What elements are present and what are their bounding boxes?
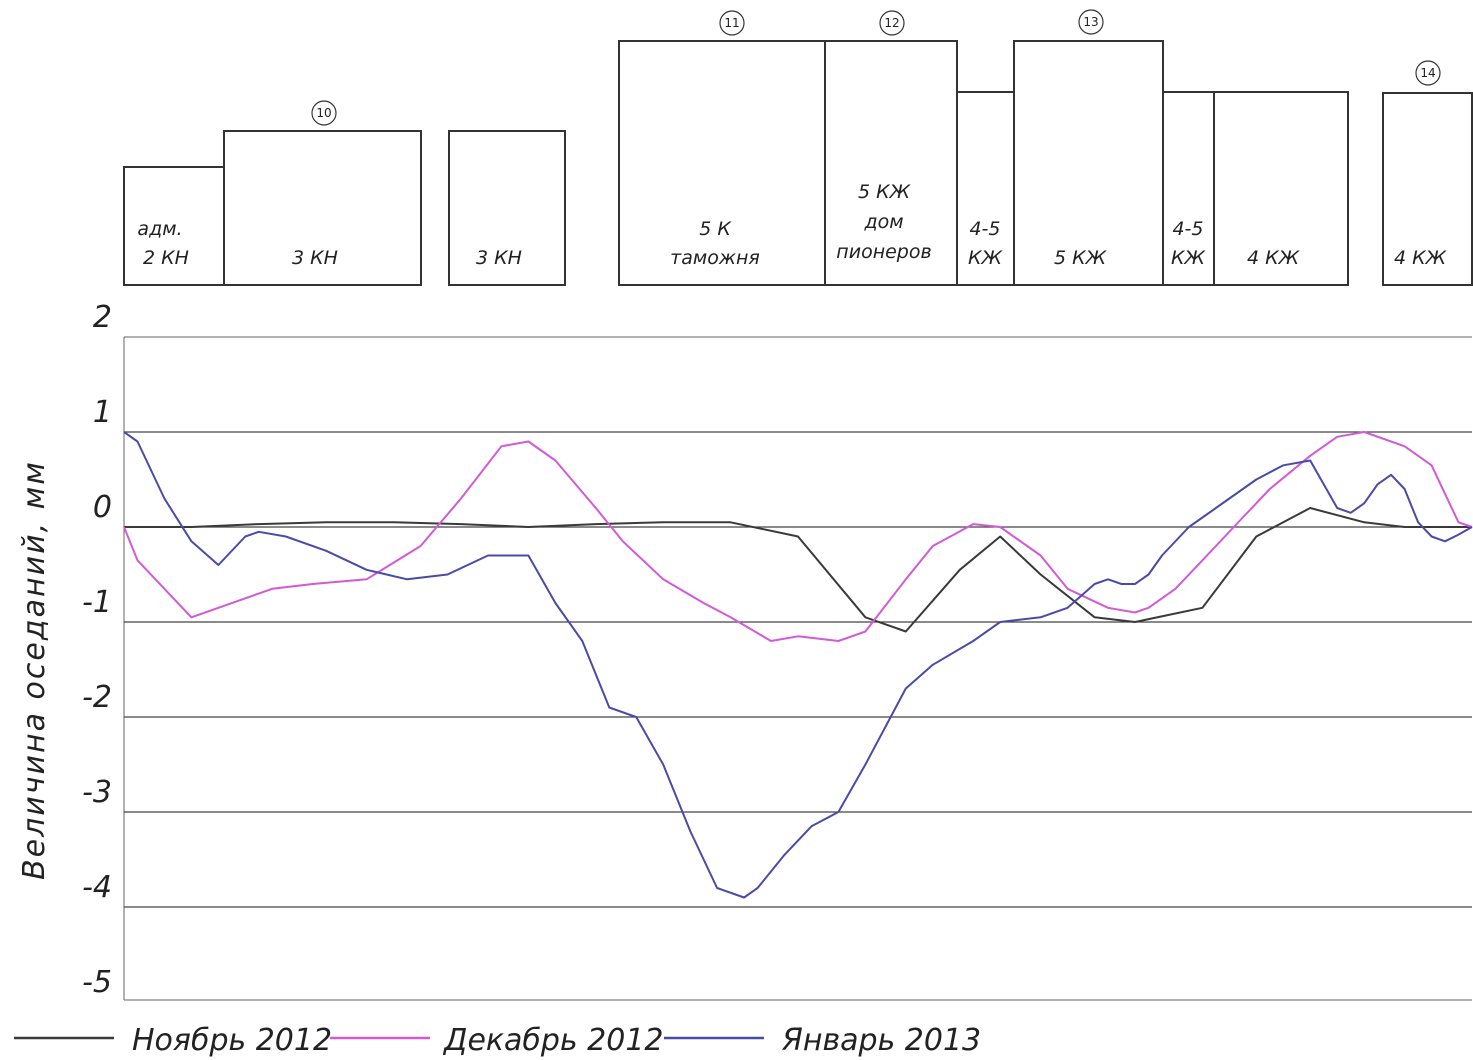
buildings-strip: адм. 2 КН 3 КН 10 3 КН 5 К таможня 11 5 …: [123, 9, 1473, 286]
building-number-10: 10: [316, 106, 331, 120]
building-45kzh-a: [956, 91, 1015, 286]
building-3kn-a-label: 3 КН: [292, 247, 338, 269]
building-number-13: 13: [1083, 15, 1098, 29]
legend-label-december: Декабрь 2012: [442, 1023, 664, 1058]
series-line-0: [124, 507, 1472, 633]
building-4kzh-b-label: 4 КЖ: [1394, 247, 1448, 269]
building-number-14: 14: [1420, 66, 1435, 80]
legend-label-january: Январь 2013: [781, 1023, 981, 1058]
y-axis-title: Величина оседаний, мм: [17, 460, 52, 880]
building-number-marker: [879, 10, 905, 36]
building-number-12: 12: [884, 16, 899, 30]
building-5kzh-pioneers-line1: 5 КЖ: [858, 181, 912, 203]
grid-lines: [124, 431, 1472, 908]
y-tick-label: -1: [82, 585, 112, 620]
building-45kzh-b-line1: 4-5: [1172, 218, 1203, 240]
building-number-marker: [311, 100, 337, 126]
y-tick-label: -5: [82, 965, 112, 1000]
building-adm-2kn-line2: 2 КН: [143, 247, 189, 269]
building-adm-2kn: [123, 166, 225, 286]
building-3kn-b-label: 3 КН: [476, 247, 522, 269]
y-tick-label: -3: [82, 775, 112, 810]
building-4kzh-a: [1213, 91, 1349, 286]
building-45kzh-a-line2: КЖ: [968, 247, 1003, 269]
y-tick-label: -2: [82, 680, 112, 715]
building-4kzh-b: [1382, 92, 1473, 286]
legend: Ноябрь 2012 Декабрь 2012 Январь 2013: [14, 1023, 981, 1058]
legend-label-november: Ноябрь 2012: [132, 1023, 332, 1058]
building-5k-customs-line1: 5 К: [699, 218, 732, 240]
building-number-11: 11: [724, 16, 739, 30]
building-5kzh-label: 5 КЖ: [1054, 247, 1108, 269]
building-4kzh-a-label: 4 КЖ: [1247, 247, 1301, 269]
series-line-2: [123, 431, 1473, 899]
building-number-marker: [1078, 9, 1104, 35]
y-tick-label: 0: [93, 490, 112, 525]
building-5kzh-pioneers: [824, 40, 958, 286]
building-5k-customs-line2: таможня: [670, 247, 760, 269]
series-lines: [123, 431, 1473, 899]
building-5kzh: [1013, 40, 1164, 286]
building-adm-2kn-line1: адм.: [137, 218, 182, 240]
building-5k-customs: [618, 40, 826, 286]
building-3kn-a: [223, 130, 422, 286]
building-45kzh-b-line2: КЖ: [1171, 247, 1206, 269]
y-tick-label: 2: [93, 300, 112, 335]
building-5kzh-pioneers-line2: дом: [863, 211, 903, 233]
building-3kn-b: [448, 130, 566, 286]
building-number-marker: [719, 10, 745, 36]
building-number-marker: [1415, 60, 1441, 86]
building-5kzh-pioneers-line3: пионеров: [836, 241, 931, 263]
building-45kzh-a-line1: 4-5: [969, 218, 1000, 240]
y-tick-label: 1: [93, 395, 112, 430]
y-tick-labels: 2 1 0 -1 -2 -3 -4 -5: [82, 300, 112, 1000]
y-tick-label: -4: [82, 870, 112, 905]
